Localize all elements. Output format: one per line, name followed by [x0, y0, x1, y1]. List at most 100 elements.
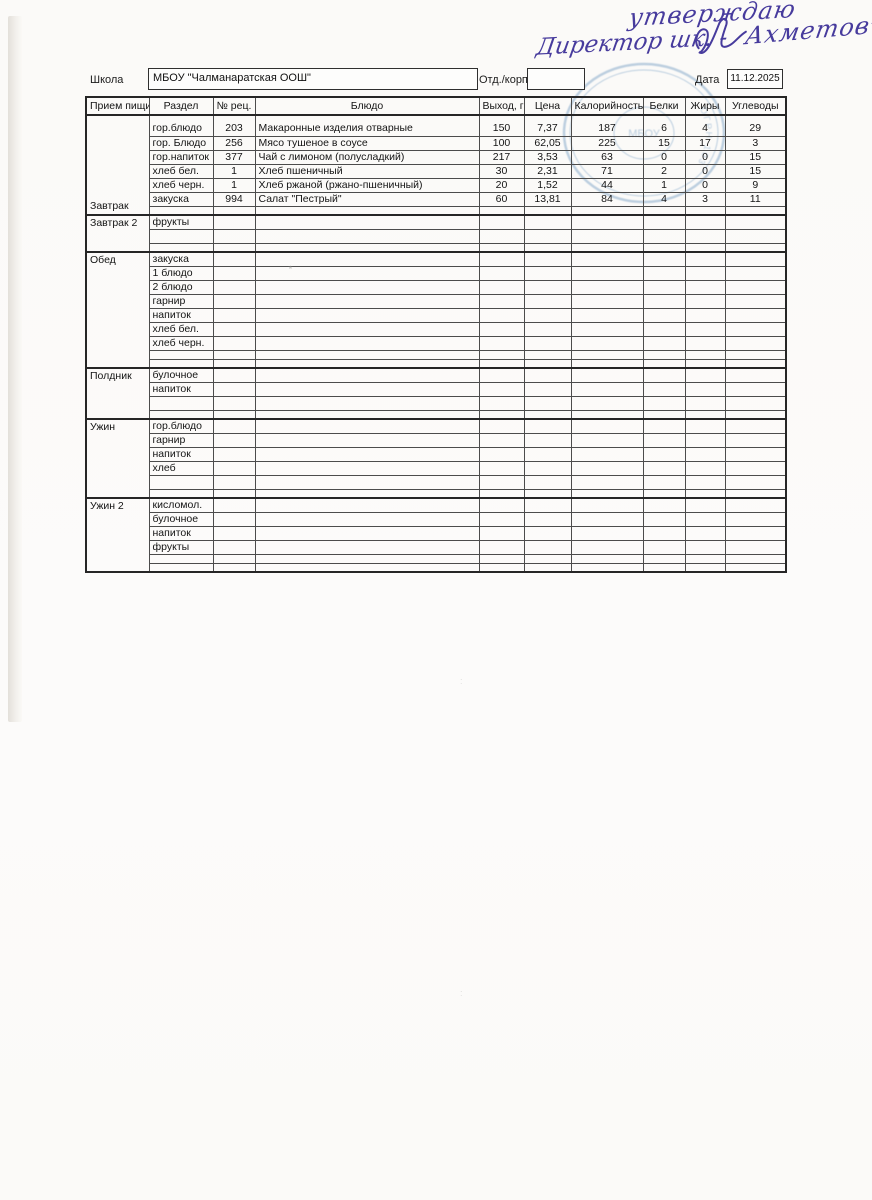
cell-num: [212, 242, 256, 253]
cell-prot: [642, 432, 686, 448]
header-meal: Прием пищи: [85, 96, 150, 116]
cell-fat: [684, 214, 726, 230]
cell-razdel: напиток: [148, 381, 214, 397]
cell-carb: [724, 228, 787, 244]
cell-num: [212, 395, 256, 411]
cell-fat: [684, 265, 726, 281]
cell-kcal: [570, 214, 644, 230]
cell-out: [478, 418, 525, 434]
cell-num: [212, 381, 256, 397]
cell-kcal: 84: [570, 191, 644, 207]
cell-fat: [684, 539, 726, 555]
cell-price: [523, 562, 572, 573]
cell-num: [212, 367, 256, 383]
header-calories: Калорийность: [570, 96, 644, 116]
cell-fat: [684, 293, 726, 309]
table-row: гор.напиток 377 Чай с лимоном (полусладкий…: [86, 149, 787, 165]
cell-prot: [642, 409, 686, 420]
cell-razdel: булочное: [148, 511, 214, 527]
cell-razdel: закуска: [148, 191, 214, 207]
cell-price: [523, 511, 572, 527]
cell-out: [478, 553, 525, 564]
scan-speck: ٭: [288, 262, 293, 272]
cell-out: 30: [478, 163, 525, 179]
scan-speck: :: [460, 676, 463, 686]
cell-price: [523, 251, 572, 267]
header-price: Цена: [523, 96, 572, 116]
table-row: фрукты: [86, 539, 787, 555]
school-value-box: МБОУ "Чалманаратская ООШ": [148, 68, 478, 90]
cell-fat: 4: [684, 114, 726, 137]
cell-prot: [642, 553, 686, 564]
cell-carb: [724, 242, 787, 253]
cell-fat: [684, 497, 726, 513]
cell-prot: [642, 488, 686, 499]
cell-num: [212, 460, 256, 476]
cell-num: [212, 553, 256, 564]
cell-fat: [684, 395, 726, 411]
cell-prot: [642, 562, 686, 573]
cell-razdel: [148, 488, 214, 499]
cell-num: [212, 321, 256, 337]
cell-prot: 0: [642, 149, 686, 165]
table-row: гарнир: [86, 432, 787, 448]
table-row: хлеб бел. 1 Хлеб пшеничный 30 2,31 71 2 0 15: [86, 163, 787, 179]
cell-prot: 15: [642, 135, 686, 151]
cell-fat: [684, 418, 726, 434]
cell-dish: [254, 432, 480, 448]
cell-kcal: [570, 446, 644, 462]
meal-section: Завтрак гор.блюдо 203 Макаронные изделия от…: [85, 114, 787, 216]
cell-dish: [254, 358, 480, 369]
cell-carb: 9: [724, 177, 787, 193]
cell-num: [212, 349, 256, 360]
cell-num: [212, 511, 256, 527]
cell-fat: [684, 367, 726, 383]
cell-kcal: [570, 349, 644, 360]
cell-razdel: булочное: [148, 367, 214, 383]
cell-price: [523, 497, 572, 513]
dept-value: [528, 69, 584, 72]
cell-dish: [254, 293, 480, 309]
table-row: [86, 358, 787, 369]
cell-out: [478, 307, 525, 323]
cell-prot: [642, 460, 686, 476]
cell-fat: [684, 381, 726, 397]
cell-carb: [724, 432, 787, 448]
cell-out: [478, 497, 525, 513]
cell-price: [523, 460, 572, 476]
cell-num: 203: [212, 114, 256, 137]
cell-kcal: [570, 367, 644, 383]
cell-kcal: [570, 395, 644, 411]
table-row: Ужин 2 кисломол.: [85, 497, 787, 573]
cell-price: [523, 293, 572, 309]
cell-fat: [684, 409, 726, 420]
cell-carb: [724, 418, 787, 434]
cell-kcal: [570, 488, 644, 499]
cell-prot: [642, 358, 686, 369]
cell-razdel: гор.напиток: [148, 149, 214, 165]
table-row: хлеб бел.: [86, 321, 787, 337]
cell-fat: [684, 335, 726, 351]
cell-num: [212, 446, 256, 462]
cell-kcal: [570, 432, 644, 448]
cell-out: [478, 381, 525, 397]
cell-carb: [724, 562, 787, 573]
table-row: булочное: [86, 511, 787, 527]
cell-out: [478, 367, 525, 383]
cell-dish: Чай с лимоном (полусладкий): [254, 149, 480, 165]
cell-num: [212, 214, 256, 230]
cell-num: [212, 474, 256, 490]
cell-razdel: [148, 562, 214, 573]
cell-razdel: хлеб: [148, 460, 214, 476]
cell-kcal: [570, 251, 644, 267]
table-row: 1 блюдо: [86, 265, 787, 281]
cell-out: 20: [478, 177, 525, 193]
cell-prot: [642, 279, 686, 295]
cell-out: 60: [478, 191, 525, 207]
cell-kcal: [570, 418, 644, 434]
cell-fat: [684, 446, 726, 462]
table-header-row: Прием пищи Раздел № рец. Блюдо Выход, г …: [85, 96, 787, 116]
meal-label: Обед: [85, 251, 150, 369]
cell-carb: [724, 474, 787, 490]
cell-razdel: [148, 358, 214, 369]
